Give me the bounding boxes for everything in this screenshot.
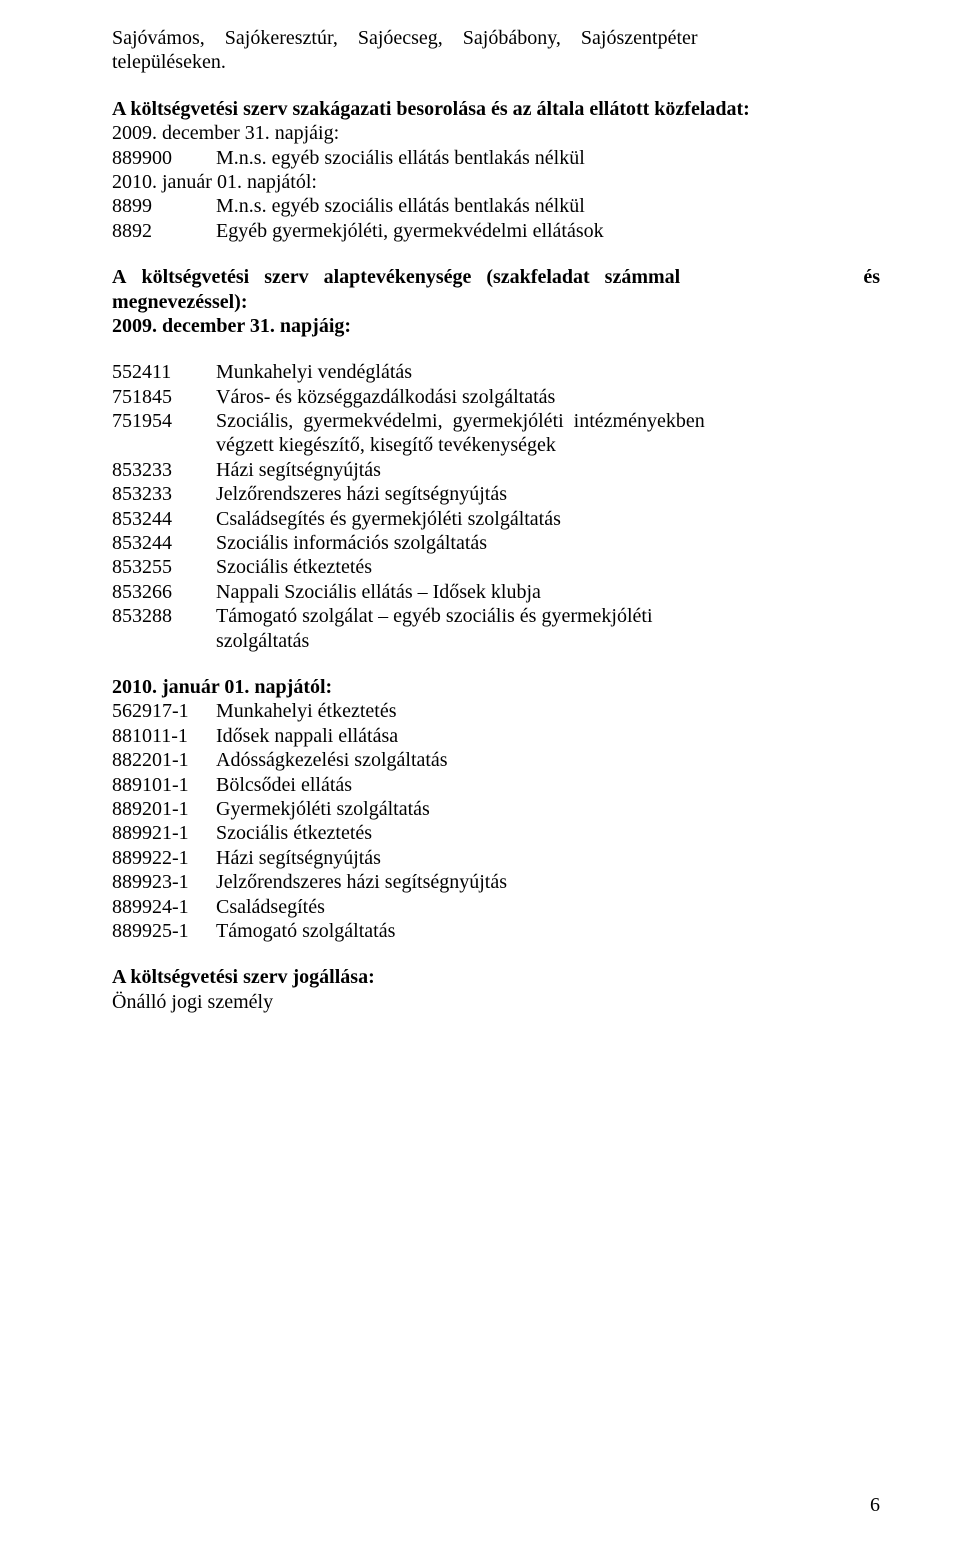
code-value: 889925-1 (112, 919, 216, 943)
text-line: 2010. január 01. napjától: (112, 170, 880, 194)
code-description: Szociális, gyermekvédelmi, gyermekjóléti… (216, 409, 880, 433)
code-row: 881011-1 Idősek nappali ellátása (112, 724, 880, 748)
code-description: Támogató szolgáltatás (216, 919, 880, 943)
code-value: 889101-1 (112, 773, 216, 797)
code-description: M.n.s. egyéb szociális ellátás bentlakás… (216, 194, 880, 218)
code-value: 8899 (112, 194, 216, 218)
code-description: Egyéb gyermekjóléti, gyermekvédelmi ellá… (216, 219, 880, 243)
code-row: 8892 Egyéb gyermekjóléti, gyermekvédelmi… (112, 219, 880, 243)
code-row: 853244 Családsegítés és gyermekjóléti sz… (112, 507, 880, 531)
page-number: 6 (870, 1493, 880, 1517)
code-description: Város- és községgazdálkodási szolgáltatá… (216, 385, 880, 409)
code-value: 853288 (112, 604, 216, 628)
code-description: Szociális étkeztetés (216, 821, 880, 845)
code-description-continued: szolgáltatás (112, 629, 880, 653)
heading-2010: 2010. január 01. napjától: (112, 675, 880, 699)
code-description: Adósságkezelési szolgáltatás (216, 748, 880, 772)
code-description: M.n.s. egyéb szociális ellátás bentlakás… (216, 146, 880, 170)
code-row: 751954 Szociális, gyermekvédelmi, gyerme… (112, 409, 880, 433)
code-value: 853244 (112, 531, 216, 555)
code-row: 8899 M.n.s. egyéb szociális ellátás bent… (112, 194, 880, 218)
code-row: 853244 Szociális információs szolgáltatá… (112, 531, 880, 555)
code-value: 889922-1 (112, 846, 216, 870)
code-description: Szociális étkeztetés (216, 555, 880, 579)
code-description: Családsegítés és gyermekjóléti szolgálta… (216, 507, 880, 531)
code-description: Házi segítségnyújtás (216, 458, 880, 482)
code-row: 889922-1 Házi segítségnyújtás (112, 846, 880, 870)
text-left: A költségvetési szerv alaptevékenysége (… (112, 265, 680, 289)
code-row: 889101-1 Bölcsődei ellátás (112, 773, 880, 797)
code-description: Bölcsődei ellátás (216, 773, 880, 797)
code-list-2010: 562917-1 Munkahelyi étkeztetés 881011-1 … (112, 699, 880, 943)
code-row: 853233 Házi segítségnyújtás (112, 458, 880, 482)
heading-legal-status: A költségvetési szerv jogállása: (112, 965, 880, 989)
code-description: Házi segítségnyújtás (216, 846, 880, 870)
heading-sector-classification: A költségvetési szerv szakágazati besoro… (112, 97, 880, 121)
text-line: 2009. december 31. napjáig: (112, 121, 880, 145)
code-value: 552411 (112, 360, 216, 384)
code-description: Gyermekjóléti szolgáltatás (216, 797, 880, 821)
code-description: Munkahelyi vendéglátás (216, 360, 880, 384)
paragraph-settlements: Sajóvámos, Sajókeresztúr, Sajóecseg, Saj… (112, 26, 880, 75)
code-row: 751845 Város- és községgazdálkodási szol… (112, 385, 880, 409)
code-description: Támogató szolgálat – egyéb szociális és … (216, 604, 880, 628)
code-value: 562917-1 (112, 699, 216, 723)
code-value: 881011-1 (112, 724, 216, 748)
code-description: Jelzőrendszeres házi segítségnyújtás (216, 482, 880, 506)
text-line: 2009. december 31. napjáig: (112, 314, 880, 338)
code-description: Nappali Szociális ellátás – Idősek klubj… (216, 580, 880, 604)
code-row: 853255 Szociális étkeztetés (112, 555, 880, 579)
code-value: 882201-1 (112, 748, 216, 772)
code-value: 751845 (112, 385, 216, 409)
code-value: 889924-1 (112, 895, 216, 919)
code-description-continued: végzett kiegészítő, kisegítő tevékenység… (112, 433, 880, 457)
heading-core-activity: A költségvetési szerv alaptevékenysége (… (112, 265, 880, 338)
code-row: 562917-1 Munkahelyi étkeztetés (112, 699, 880, 723)
code-row: 889201-1 Gyermekjóléti szolgáltatás (112, 797, 880, 821)
code-list-2009: 552411 Munkahelyi vendéglátás 751845 Vár… (112, 360, 880, 653)
code-row: 853233 Jelzőrendszeres házi segítségnyúj… (112, 482, 880, 506)
code-description: Idősek nappali ellátása (216, 724, 880, 748)
code-description: Családsegítés (216, 895, 880, 919)
code-row: 889923-1 Jelzőrendszeres házi segítségny… (112, 870, 880, 894)
code-value: 853244 (112, 507, 216, 531)
code-row: 853266 Nappali Szociális ellátás – Időse… (112, 580, 880, 604)
text-line: megnevezéssel): (112, 290, 880, 314)
text-line: Önálló jogi személy (112, 990, 880, 1014)
code-row: 853288 Támogató szolgálat – egyéb szociá… (112, 604, 880, 628)
code-row: 552411 Munkahelyi vendéglátás (112, 360, 880, 384)
code-value: 853233 (112, 458, 216, 482)
code-row: 882201-1 Adósságkezelési szolgáltatás (112, 748, 880, 772)
code-value: 853255 (112, 555, 216, 579)
text-line: A költségvetési szerv alaptevékenysége (… (112, 265, 880, 289)
code-value: 889923-1 (112, 870, 216, 894)
code-description: Szociális információs szolgáltatás (216, 531, 880, 555)
code-description: Munkahelyi étkeztetés (216, 699, 880, 723)
code-row: 889925-1 Támogató szolgáltatás (112, 919, 880, 943)
code-row: 889924-1 Családsegítés (112, 895, 880, 919)
code-value: 889900 (112, 146, 216, 170)
code-value: 853266 (112, 580, 216, 604)
code-row: 889921-1 Szociális étkeztetés (112, 821, 880, 845)
document-page: Sajóvámos, Sajókeresztúr, Sajóecseg, Saj… (0, 0, 960, 1543)
code-value: 751954 (112, 409, 216, 433)
code-description: Jelzőrendszeres házi segítségnyújtás (216, 870, 880, 894)
code-value: 853233 (112, 482, 216, 506)
code-value: 889201-1 (112, 797, 216, 821)
text-line: Sajóvámos, Sajókeresztúr, Sajóecseg, Saj… (112, 26, 880, 50)
code-value: 8892 (112, 219, 216, 243)
code-value: 889921-1 (112, 821, 216, 845)
text-line: településeken. (112, 50, 880, 74)
text-right: és (863, 265, 880, 289)
code-row: 889900 M.n.s. egyéb szociális ellátás be… (112, 146, 880, 170)
